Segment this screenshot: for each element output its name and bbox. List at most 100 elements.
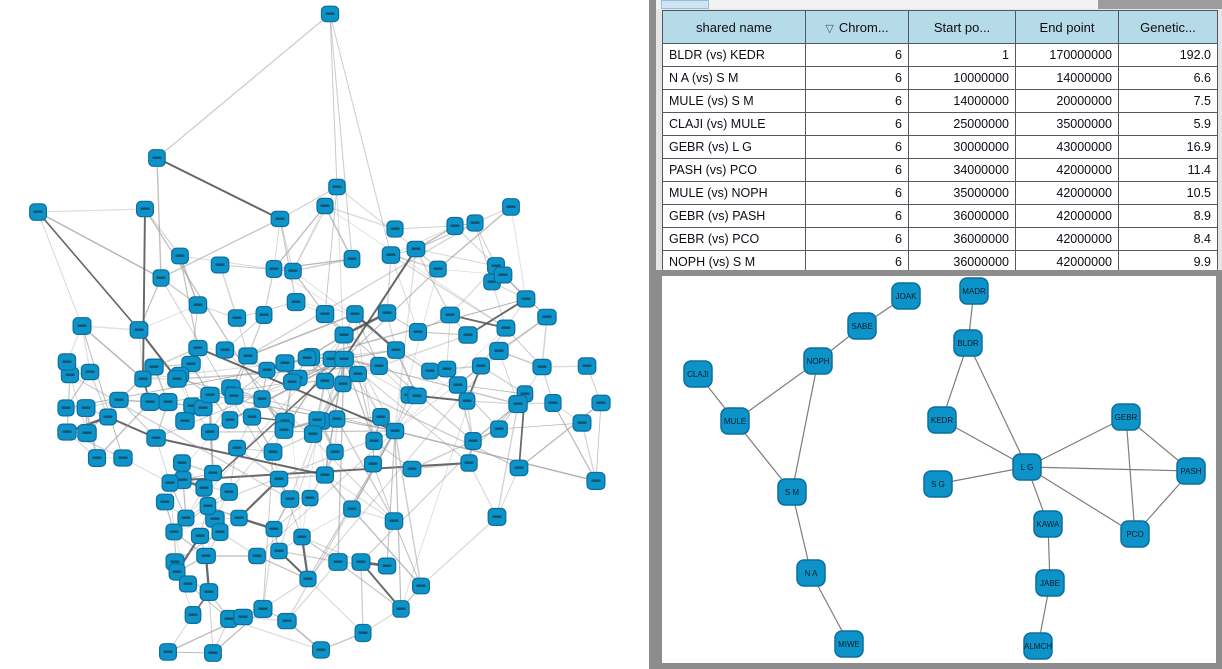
- table-row[interactable]: N A (vs) S M 6 10000000 14000000 6.6: [662, 66, 1218, 90]
- network-node-claji[interactable]: CLAJI: [683, 360, 713, 388]
- table-row[interactable]: MULE (vs) NOPH 6 35000000 42000000 10.5: [662, 181, 1218, 205]
- table-row[interactable]: CLAJI (vs) MULE 6 25000000 35000000 5.9: [662, 112, 1218, 136]
- table-cell[interactable]: 36000000: [908, 204, 1016, 228]
- network-node-noph[interactable]: NOPH: [803, 347, 833, 375]
- table-cell[interactable]: 10.5: [1118, 181, 1218, 205]
- network-node-s-m[interactable]: S M: [777, 478, 807, 506]
- table-cell[interactable]: GEBR (vs) PCO: [662, 227, 806, 251]
- table-cell[interactable]: 170000000: [1015, 43, 1119, 67]
- table-row[interactable]: GEBR (vs) PASH 6 36000000 42000000 8.9: [662, 204, 1218, 228]
- table-cell[interactable]: 42000000: [1015, 158, 1119, 182]
- network-node-sabe[interactable]: SABE: [847, 312, 877, 340]
- table-cell[interactable]: PASH (vs) PCO: [662, 158, 806, 182]
- table-cell[interactable]: 6.6: [1118, 66, 1218, 90]
- network-node-madr[interactable]: MADR: [959, 277, 989, 305]
- table-cell[interactable]: MULE (vs) S M: [662, 89, 806, 113]
- table-cell[interactable]: 6: [805, 250, 909, 274]
- network-node-gebr[interactable]: GEBR: [1111, 403, 1141, 431]
- network-node-joak[interactable]: JOAK: [891, 282, 921, 310]
- table-cell[interactable]: 6: [805, 204, 909, 228]
- table-h-scrollbar-track[interactable]: [656, 0, 1222, 9]
- node-label: [498, 273, 508, 276]
- network-node-pash[interactable]: PASH: [1176, 457, 1206, 485]
- node-label: PASH: [1180, 467, 1201, 476]
- network-node-mule[interactable]: MULE: [720, 407, 750, 435]
- network-edge: [96, 401, 151, 459]
- column-header-end-point[interactable]: End point: [1015, 10, 1119, 44]
- table-cell[interactable]: GEBR (vs) PASH: [662, 204, 806, 228]
- table-cell[interactable]: 14000000: [908, 89, 1016, 113]
- table-cell[interactable]: 8.4: [1118, 227, 1218, 251]
- filtered-network-canvas[interactable]: JOAK SABE NOPH CLAJI MULE S M N A MIWE MADR BLDR K…: [662, 276, 1216, 663]
- network-node-s-g[interactable]: S G: [923, 470, 953, 498]
- network-node-miwe[interactable]: MIWE: [834, 630, 864, 658]
- table-cell[interactable]: 42000000: [1015, 181, 1119, 205]
- network-node-kawa[interactable]: KAWA: [1033, 510, 1063, 538]
- table-cell[interactable]: 35000000: [908, 181, 1016, 205]
- table-cell[interactable]: 7.5: [1118, 89, 1218, 113]
- node-label: [450, 224, 460, 227]
- panel-divider[interactable]: [649, 0, 656, 669]
- node-label: [542, 315, 552, 318]
- table-row[interactable]: GEBR (vs) PCO 6 36000000 42000000 8.4: [662, 227, 1218, 251]
- node-label: [316, 648, 326, 651]
- table-cell[interactable]: 1: [908, 43, 1016, 67]
- table-row[interactable]: MULE (vs) S M 6 14000000 20000000 7.5: [662, 89, 1218, 113]
- table-cell[interactable]: CLAJI (vs) MULE: [662, 112, 806, 136]
- table-cell[interactable]: 30000000: [908, 135, 1016, 159]
- table-cell[interactable]: 11.4: [1118, 158, 1218, 182]
- table-cell[interactable]: 43000000: [1015, 135, 1119, 159]
- node-label: [62, 360, 72, 363]
- network-node-jabe[interactable]: JABE: [1035, 569, 1065, 597]
- table-cell[interactable]: BLDR (vs) KEDR: [662, 43, 806, 67]
- network-edge: [301, 380, 326, 538]
- table-cell[interactable]: 36000000: [908, 227, 1016, 251]
- column-header-start-po---[interactable]: Start po...: [908, 10, 1016, 44]
- node-label: [390, 429, 400, 432]
- table-cell[interactable]: 42000000: [1015, 204, 1119, 228]
- table-cell[interactable]: GEBR (vs) L G: [662, 135, 806, 159]
- table-cell[interactable]: 6: [805, 43, 909, 67]
- table-row[interactable]: BLDR (vs) KEDR 6 1 170000000 192.0: [662, 43, 1218, 67]
- table-cell[interactable]: 192.0: [1118, 43, 1218, 67]
- table-cell[interactable]: 6: [805, 135, 909, 159]
- table-cell[interactable]: 35000000: [1015, 112, 1119, 136]
- network-node-n-a[interactable]: N A: [796, 559, 826, 587]
- network-node-almch[interactable]: ALMCH: [1023, 632, 1053, 660]
- network-node-bldr[interactable]: BLDR: [953, 329, 983, 357]
- network-edge: [81, 325, 144, 380]
- node-label: [134, 328, 144, 331]
- column-header-genetic---[interactable]: Genetic...: [1118, 10, 1218, 44]
- node-label: JOAK: [896, 292, 918, 301]
- table-cell[interactable]: 6: [805, 89, 909, 113]
- node-label: [259, 313, 269, 316]
- table-h-scrollbar-thumb[interactable]: [661, 0, 709, 9]
- table-cell[interactable]: 6: [805, 158, 909, 182]
- table-cell[interactable]: MULE (vs) NOPH: [662, 181, 806, 205]
- node-label: [257, 397, 267, 400]
- main-network-canvas[interactable]: [0, 0, 649, 669]
- table-cell[interactable]: 14000000: [1015, 66, 1119, 90]
- network-node-kedr[interactable]: KEDR: [927, 406, 957, 434]
- table-cell[interactable]: 42000000: [1015, 227, 1119, 251]
- table-cell[interactable]: N A (vs) S M: [662, 66, 806, 90]
- column-header-shared-name[interactable]: shared name: [662, 10, 806, 44]
- table-row[interactable]: GEBR (vs) L G 6 30000000 43000000 16.9: [662, 135, 1218, 159]
- table-cell[interactable]: 6: [805, 181, 909, 205]
- network-node-pco[interactable]: PCO: [1120, 520, 1150, 548]
- table-cell[interactable]: 5.9: [1118, 112, 1218, 136]
- network-node-l-g[interactable]: L G: [1012, 453, 1042, 481]
- table-row[interactable]: PASH (vs) PCO 6 34000000 42000000 11.4: [662, 158, 1218, 182]
- table-cell[interactable]: 25000000: [908, 112, 1016, 136]
- table-cell[interactable]: 8.9: [1118, 204, 1218, 228]
- table-cell[interactable]: 20000000: [1015, 89, 1119, 113]
- table-cell[interactable]: 16.9: [1118, 135, 1218, 159]
- filter-icon[interactable]: ▽: [825, 22, 834, 35]
- node-label: [501, 326, 511, 329]
- table-cell[interactable]: 6: [805, 227, 909, 251]
- table-cell[interactable]: 6: [805, 112, 909, 136]
- table-cell[interactable]: 10000000: [908, 66, 1016, 90]
- column-header-chrom---[interactable]: ▽ Chrom...: [805, 10, 909, 44]
- table-cell[interactable]: 34000000: [908, 158, 1016, 182]
- table-cell[interactable]: 6: [805, 66, 909, 90]
